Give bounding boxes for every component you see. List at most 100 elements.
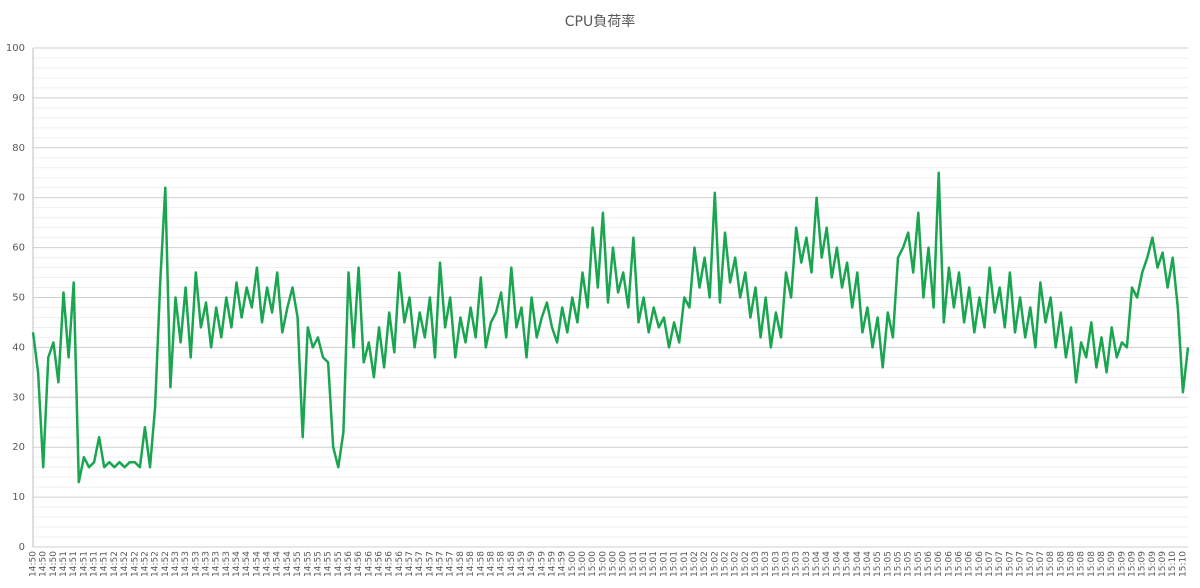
x-tick-label: 15:07 [985,551,995,577]
x-tick-label: 15:01 [649,551,659,577]
x-tick-label: 14:53 [201,551,211,577]
x-tick-label: 14:52 [130,551,140,577]
x-tick-label: 14:54 [232,551,242,577]
x-tick-label: 15:07 [1036,551,1046,577]
x-tick-label: 15:03 [802,551,812,577]
x-tick-label: 14:51 [100,551,110,577]
y-tick-label: 0 [19,542,25,553]
x-tick-label: 15:00 [598,551,608,577]
x-tick-label: 14:53 [181,551,191,577]
x-tick-label: 15:06 [965,551,975,577]
x-tick-label: 14:51 [90,551,100,577]
x-tick-label: 15:05 [914,551,924,577]
x-tick-label: 15:03 [782,551,792,577]
x-tick-label: 14:56 [374,551,384,577]
y-tick-label: 30 [12,392,25,403]
x-tick-label: 15:00 [588,551,598,577]
y-tick-label: 90 [12,93,25,104]
x-tick-label: 15:08 [1087,551,1097,577]
x-tick-label: 15:09 [1128,551,1138,577]
x-tick-label: 14:55 [324,551,334,577]
x-tick-label: 14:59 [537,551,547,577]
x-tick-label: 14:54 [263,551,273,577]
x-tick-label: 14:57 [415,551,425,577]
x-tick-label: 15:01 [629,551,639,577]
y-tick-label: 60 [12,243,25,254]
x-tick-label: 15:04 [843,551,853,577]
x-tick-label: 15:05 [883,551,893,577]
x-tick-label: 14:52 [110,551,120,577]
x-tick-label: 14:52 [161,551,171,577]
x-tick-label: 15:05 [873,551,883,577]
x-tick-label: 14:53 [212,551,222,577]
x-tick-label: 14:57 [405,551,415,577]
x-tick-label: 14:55 [334,551,344,577]
x-tick-label: 15:09 [1117,551,1127,577]
x-tick-label: 14:50 [49,551,59,577]
x-tick-label: 14:58 [507,551,517,577]
x-tick-label: 14:59 [547,551,557,577]
x-tick-label: 15:00 [568,551,578,577]
x-tick-label: 15:03 [792,551,802,577]
x-tick-label: 15:09 [1138,551,1148,577]
x-tick-label: 15:06 [934,551,944,577]
x-tick-label: 14:58 [497,551,507,577]
x-tick-label: 15:05 [893,551,903,577]
x-tick-label: 15:00 [619,551,629,577]
x-tick-label: 15:09 [1148,551,1158,577]
x-tick-label: 14:52 [151,551,161,577]
y-tick-label: 10 [12,492,25,503]
x-tick-label: 15:09 [1158,551,1168,577]
x-tick-label: 15:00 [578,551,588,577]
x-tick-label: 15:04 [822,551,832,577]
x-tick-label: 15:08 [1066,551,1076,577]
x-tick-label: 15:00 [609,551,619,577]
x-tick-label: 15:02 [741,551,751,577]
x-tick-label: 14:52 [120,551,130,577]
x-tick-label: 14:56 [364,551,374,577]
x-tick-label: 15:04 [853,551,863,577]
x-tick-label: 14:59 [527,551,537,577]
x-tick-label: 14:58 [456,551,466,577]
y-tick-label: 20 [12,442,25,453]
x-tick-label: 15:02 [720,551,730,577]
x-tick-label: 14:51 [79,551,89,577]
x-tick-label: 15:03 [761,551,771,577]
x-tick-label: 14:55 [303,551,313,577]
x-tick-label: 15:01 [639,551,649,577]
x-tick-label: 14:52 [140,551,150,577]
x-tick-label: 15:02 [690,551,700,577]
x-tick-label: 14:56 [395,551,405,577]
x-tick-label: 15:05 [904,551,914,577]
x-tick-label: 14:58 [476,551,486,577]
x-tick-label: 15:09 [1107,551,1117,577]
x-tick-label: 15:01 [670,551,680,577]
x-tick-label: 14:54 [242,551,252,577]
x-tick-label: 14:54 [283,551,293,577]
x-tick-label: 15:07 [995,551,1005,577]
x-tick-label: 15:06 [955,551,965,577]
x-tick-label: 15:10 [1178,551,1188,577]
chart-title: CPU負荷率 [565,13,635,30]
x-tick-label: 15:04 [812,551,822,577]
data-line [31,171,1190,484]
x-tick-label: 15:03 [751,551,761,577]
y-tick-label: 40 [12,342,25,353]
x-tick-label: 15:07 [1016,551,1026,577]
x-tick-label: 15:08 [1097,551,1107,577]
x-tick-label: 14:55 [313,551,323,577]
x-tick-label: 15:08 [1077,551,1087,577]
x-tick-label: 15:07 [1026,551,1036,577]
x-tick-label: 15:04 [832,551,842,577]
x-tick-label: 15:07 [1005,551,1015,577]
x-tick-label: 14:54 [273,551,283,577]
x-tick-label: 14:57 [425,551,435,577]
x-tick-label: 15:02 [731,551,741,577]
x-tick-label: 15:04 [863,551,873,577]
y-tick-label: 70 [12,193,25,204]
x-tick-label: 14:59 [558,551,568,577]
x-tick-label: 15:02 [700,551,710,577]
x-tick-label: 14:58 [486,551,496,577]
